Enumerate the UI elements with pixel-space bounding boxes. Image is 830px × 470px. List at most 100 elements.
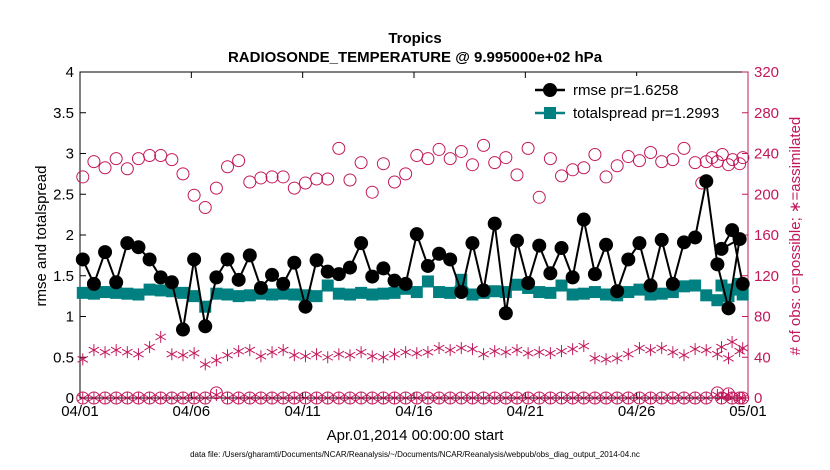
y-tick-label-right: 320: [754, 64, 779, 81]
possible-obs-point: [733, 157, 747, 171]
asterisk-stroke: [711, 391, 723, 399]
asterisk-stroke: [144, 343, 156, 351]
assimilated-obs-point: [155, 330, 167, 343]
assimilated-obs-point: [726, 335, 738, 348]
possible-obs-point: [254, 171, 268, 185]
assimilated-obs-point: [411, 392, 423, 404]
asterisk-stroke: [400, 394, 412, 402]
asterisk-stroke: [77, 394, 89, 402]
possible-obs-point: [232, 154, 246, 168]
assimilated-obs-point: [511, 392, 523, 404]
assimilated-obs-point: [222, 392, 233, 404]
assimilated-obs-point: [155, 392, 167, 404]
assimilated-obs-point: [255, 350, 267, 363]
asterisk-stroke: [611, 394, 623, 402]
totalspread-point: [87, 287, 100, 300]
rmse-point: [86, 276, 101, 291]
asterisk-stroke: [344, 394, 356, 402]
possible-obs-point: [388, 175, 402, 189]
rmse-point: [209, 270, 224, 285]
rmse-point: [554, 241, 569, 256]
totalspread-point: [121, 287, 134, 300]
asterisk-stroke: [726, 338, 738, 346]
rmse-point: [398, 276, 413, 291]
rmse-point: [676, 235, 691, 250]
possible-obs-point: [726, 153, 740, 167]
legend-rmse-label: rmse pr=1.6258: [573, 82, 678, 99]
totalspread-point: [321, 279, 334, 292]
y-tick-label: 2: [66, 227, 74, 244]
totalspread-point: [566, 288, 579, 301]
asterisk-stroke: [121, 348, 133, 356]
rmse-point: [164, 275, 179, 290]
assimilated-obs-point: [544, 347, 556, 360]
assimilated-obs-point: [455, 392, 467, 404]
assimilated-obs-point: [322, 351, 334, 364]
rmse-point: [665, 276, 680, 291]
rmse-point: [153, 270, 168, 285]
totalspread-point: [99, 286, 112, 299]
asterisk-stroke: [377, 394, 389, 402]
possible-obs-point: [632, 154, 646, 168]
assimilated-obs-point: [355, 392, 367, 404]
asterisk-stroke: [322, 353, 334, 361]
rmse-point: [521, 276, 536, 291]
totalspread-point: [736, 288, 749, 301]
asterisk-stroke: [656, 394, 668, 402]
totalspread-point: [533, 286, 546, 299]
rmse-segment: [404, 233, 418, 285]
asterisk-stroke: [177, 394, 189, 402]
rmse-point: [420, 258, 435, 273]
rmse-segment: [571, 219, 585, 278]
possible-obs-point: [243, 175, 257, 189]
assimilated-obs-point: [611, 392, 623, 404]
asterisk-stroke: [645, 346, 657, 354]
rmse-point: [365, 269, 380, 284]
asterisk-stroke: [716, 343, 727, 351]
possible-obs-point: [644, 145, 658, 159]
possible-obs-point: [120, 162, 134, 176]
assimilated-obs-point: [133, 348, 144, 361]
rmse-point: [632, 236, 647, 251]
assimilated-obs-point: [377, 351, 389, 364]
assimilated-obs-point: [333, 392, 345, 404]
rmse-point: [576, 212, 591, 227]
rmse-point: [714, 241, 729, 256]
possible-obs-point: [109, 152, 123, 166]
asterisk-stroke: [600, 394, 612, 402]
rmse-segment: [304, 260, 318, 307]
asterisk-stroke: [634, 394, 645, 402]
totalspread-point: [622, 286, 635, 299]
asterisk-stroke: [110, 394, 122, 402]
assimilated-obs-point: [166, 392, 178, 404]
assimilated-obs-point: [711, 348, 723, 361]
assimilated-obs-point: [522, 392, 534, 404]
asterisk-stroke: [556, 394, 567, 402]
rmse-point: [688, 230, 703, 245]
asterisk-stroke: [77, 355, 89, 363]
assimilated-obs-point: [300, 392, 311, 404]
rmse-segment: [582, 219, 596, 275]
asterisk-stroke: [222, 394, 233, 402]
asterisk-stroke: [366, 352, 378, 360]
possible-obs-point: [365, 185, 379, 199]
assimilated-obs-point: [737, 392, 749, 404]
assimilated-obs-point: [199, 392, 211, 404]
assimilated-obs-point: [222, 349, 233, 362]
rmse-point: [454, 285, 469, 300]
assimilated-obs-point: [522, 347, 534, 360]
possible-obs-point: [599, 170, 613, 184]
assimilated-obs-point: [88, 392, 100, 404]
possible-obs-point: [198, 200, 212, 214]
assimilated-obs-point: [110, 344, 122, 357]
assimilated-obs-point: [99, 392, 111, 404]
asterisk-stroke: [656, 344, 668, 352]
rmse-point: [643, 278, 658, 293]
assimilated-obs-point: [133, 392, 144, 404]
rmse-point: [610, 284, 625, 299]
assimilated-obs-point: [288, 392, 300, 404]
totalspread-point: [355, 286, 368, 299]
asterisk-stroke: [689, 394, 701, 402]
asterisk-stroke: [199, 360, 211, 368]
